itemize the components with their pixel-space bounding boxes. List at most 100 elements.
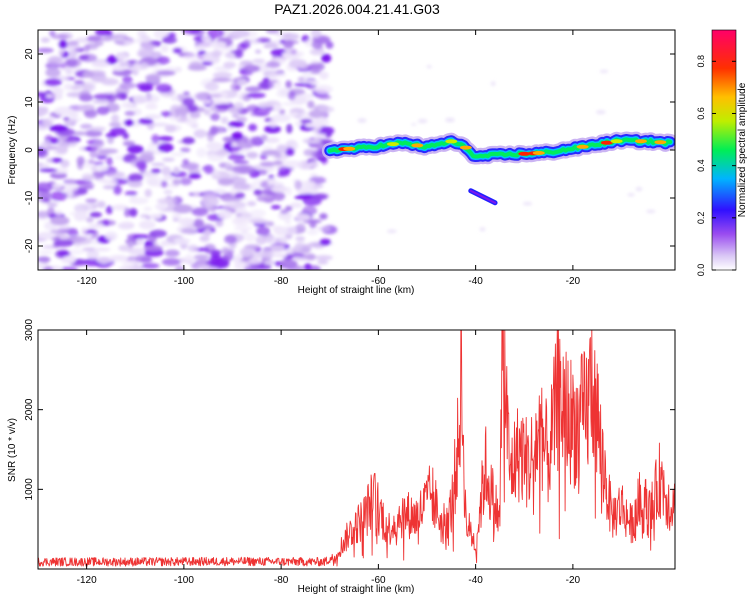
noise-blob bbox=[319, 71, 329, 80]
noise-blob bbox=[191, 207, 209, 217]
snr-line-group bbox=[38, 330, 675, 567]
noise-blob bbox=[111, 37, 125, 42]
noise-blob bbox=[228, 176, 247, 185]
noise-blob bbox=[255, 235, 267, 245]
noise-blob bbox=[211, 77, 232, 83]
noise-blob bbox=[72, 131, 88, 136]
noise-blob bbox=[295, 236, 306, 242]
noise-blob bbox=[96, 200, 106, 209]
noise-blob bbox=[156, 70, 176, 76]
noise-blob bbox=[302, 205, 317, 216]
ridge-hotspot bbox=[445, 139, 458, 144]
noise-blob bbox=[108, 122, 122, 127]
noise-blob bbox=[74, 203, 89, 213]
noise-blob bbox=[127, 241, 134, 248]
noise-blob bbox=[44, 266, 53, 270]
y-tick-label: -10 bbox=[24, 190, 35, 205]
noise-blob bbox=[221, 197, 242, 203]
noise-blob bbox=[319, 238, 332, 246]
noise-blob bbox=[163, 189, 173, 195]
noise-blob bbox=[215, 220, 224, 227]
noise-blob bbox=[67, 118, 78, 124]
noise-blob bbox=[227, 201, 237, 206]
noise-blob bbox=[294, 242, 304, 250]
noise-blob bbox=[38, 263, 45, 269]
noise-blob bbox=[113, 185, 122, 195]
noise-blob bbox=[39, 168, 58, 173]
noise-blob bbox=[121, 40, 135, 45]
noise-blob bbox=[218, 210, 233, 220]
noise-blob bbox=[102, 185, 116, 190]
noise-blob bbox=[283, 160, 303, 168]
noise-blob bbox=[132, 94, 148, 104]
noise-blob bbox=[83, 247, 97, 252]
noise-blob bbox=[308, 63, 321, 69]
snr-x-label: Height of straight line (km) bbox=[298, 584, 415, 595]
noise-blob bbox=[38, 250, 54, 255]
noise-blob bbox=[89, 149, 98, 159]
noise-blob bbox=[151, 134, 160, 144]
noise-blob bbox=[182, 137, 195, 145]
noise-blob bbox=[148, 213, 163, 220]
noise-blob bbox=[303, 148, 317, 157]
x-tick-label: -40 bbox=[468, 276, 483, 287]
noise-blob bbox=[321, 53, 332, 63]
noise-blob bbox=[67, 235, 87, 243]
noise-blob bbox=[277, 87, 291, 94]
noise-blob bbox=[295, 223, 306, 234]
noise-blob bbox=[263, 79, 279, 84]
noise-blob bbox=[212, 71, 233, 79]
noise-blob bbox=[230, 82, 242, 92]
noise-blob bbox=[119, 82, 136, 89]
noise-blob bbox=[175, 265, 185, 270]
noise-blob bbox=[182, 158, 189, 165]
noise-blob bbox=[249, 219, 269, 225]
noise-blob bbox=[45, 94, 53, 99]
noise-blob bbox=[204, 81, 219, 92]
noise-blob bbox=[124, 207, 131, 218]
noise-blob bbox=[38, 106, 49, 116]
noise-blob bbox=[102, 179, 118, 185]
noise-blob bbox=[141, 150, 154, 157]
noise-blob bbox=[144, 188, 152, 198]
noise-blob bbox=[599, 69, 609, 73]
spectrogram-x-axis: -120 -100 -80 -60 -40 -20 bbox=[77, 30, 581, 287]
noise-blob bbox=[96, 106, 110, 115]
noise-blob bbox=[294, 180, 303, 190]
noise-blob bbox=[180, 227, 196, 234]
noise-blob bbox=[64, 57, 82, 68]
noise-blob bbox=[164, 249, 180, 257]
noise-blob bbox=[157, 197, 178, 205]
colorbar-tick-label: 0.6 bbox=[696, 107, 706, 120]
noise-blob bbox=[84, 109, 98, 119]
noise-blob bbox=[273, 104, 282, 112]
noise-blob bbox=[75, 210, 89, 218]
noise-blob bbox=[172, 178, 181, 186]
noise-blob bbox=[304, 122, 320, 128]
x-tick-label: -120 bbox=[77, 276, 97, 287]
noise-blob bbox=[479, 227, 486, 232]
noise-blob bbox=[100, 78, 119, 86]
colorbar-ticks: 0.0 0.2 0.4 0.6 0.8 bbox=[696, 55, 736, 276]
noise-blob bbox=[42, 197, 51, 203]
noise-blob bbox=[51, 34, 69, 40]
noise-blob bbox=[259, 161, 277, 167]
noise-blob bbox=[249, 112, 269, 117]
noise-blob bbox=[249, 136, 260, 145]
x-tick-label: -60 bbox=[371, 575, 386, 586]
noise-blob bbox=[627, 193, 635, 197]
noise-blob bbox=[233, 182, 251, 190]
noise-blob bbox=[261, 149, 282, 156]
noise-blob bbox=[173, 237, 191, 245]
noise-blob bbox=[243, 39, 251, 45]
noise-blob bbox=[246, 92, 266, 99]
noise-blob bbox=[53, 87, 64, 96]
noise-blob bbox=[160, 242, 177, 247]
noise-blob bbox=[80, 226, 88, 233]
noise-blob bbox=[314, 84, 333, 94]
noise-blob bbox=[212, 171, 221, 177]
noise-blob bbox=[298, 93, 314, 100]
noise-blob bbox=[310, 30, 322, 39]
noise-blob bbox=[234, 49, 244, 59]
noise-blob bbox=[76, 156, 85, 166]
